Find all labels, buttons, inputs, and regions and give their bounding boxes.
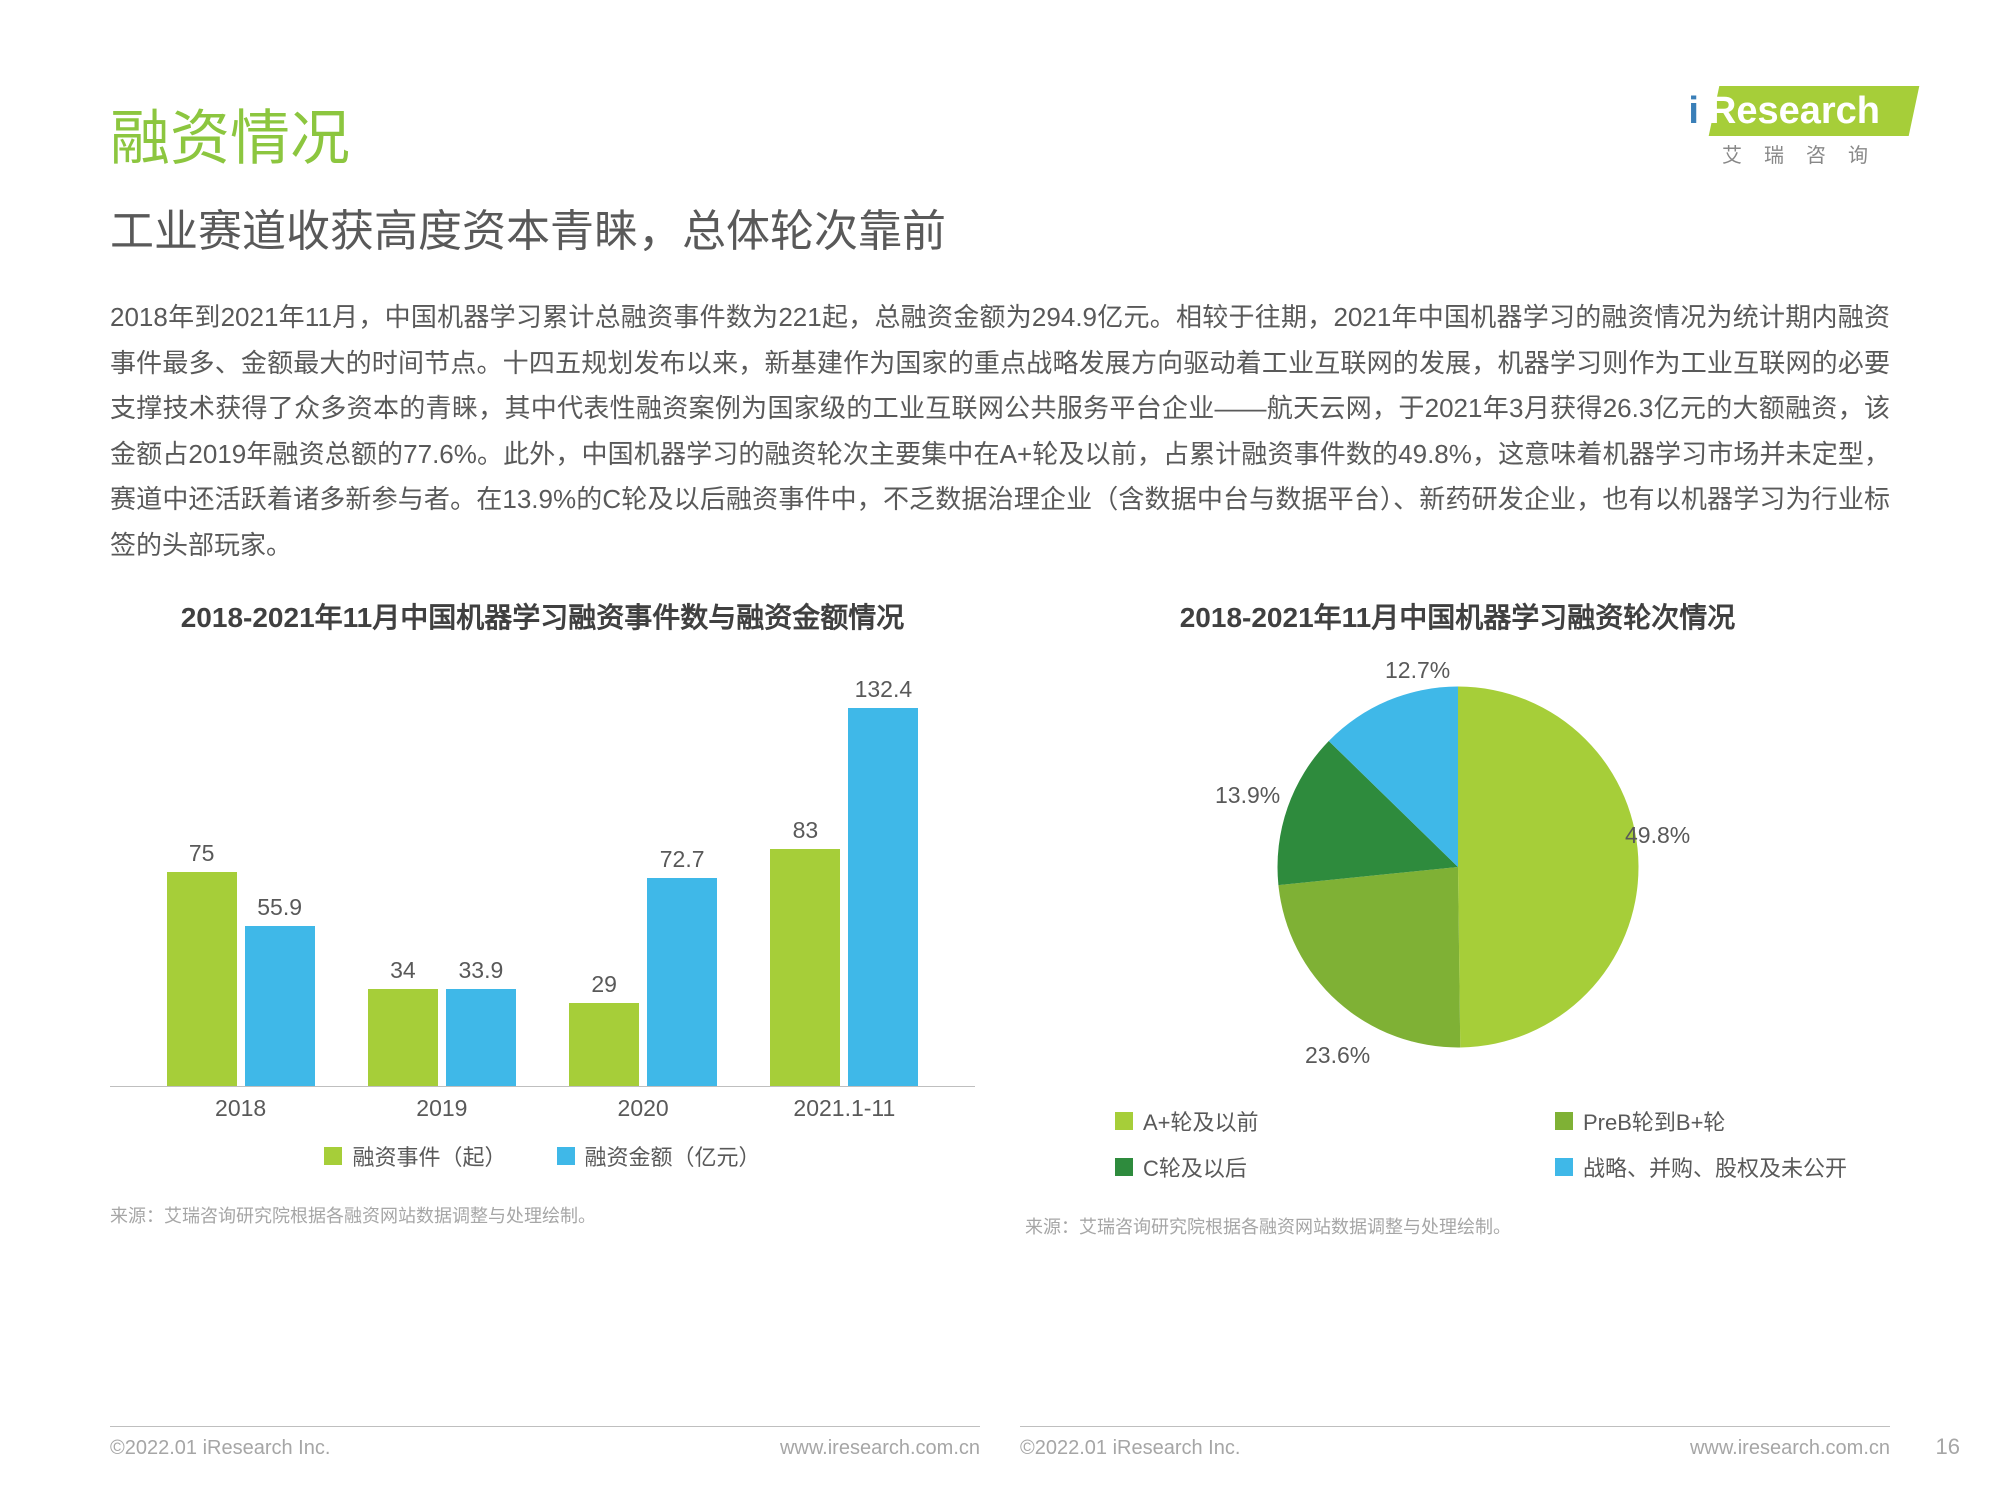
pie-slice-label: 49.8%	[1625, 822, 1690, 849]
x-axis-label: 2021.1-11	[744, 1095, 945, 1122]
logo-research: Research	[1699, 90, 1890, 132]
charts-row: 2018-2021年11月中国机器学习融资事件数与融资金额情况 7555.934…	[110, 598, 1890, 1239]
pie-chart-title: 2018-2021年11月中国机器学习融资轮次情况	[1025, 598, 1890, 637]
legend-item: C轮及以后	[1115, 1151, 1435, 1183]
footer: ©2022.01 iResearch Inc. www.iresearch.co…	[110, 1426, 1890, 1460]
legend-label: PreB轮到B+轮	[1583, 1105, 1725, 1137]
legend-label: 融资事件（起）	[352, 1140, 506, 1172]
bar-group: 2972.7	[543, 878, 744, 1086]
bar-value-label: 29	[591, 971, 617, 998]
footer-copyright: ©2022.01 iResearch Inc.	[110, 1437, 330, 1460]
bar-chart-x-labels: 2018201920202021.1-11	[110, 1087, 975, 1122]
bar-value-label: 34	[390, 957, 416, 984]
footer-copyright: ©2022.01 iResearch Inc.	[1020, 1437, 1240, 1460]
pie-chart-legend: A+轮及以前 PreB轮到B+轮 C轮及以后 战略、并购、股权及未公开	[1025, 1105, 1890, 1183]
legend-label: 战略、并购、股权及未公开	[1583, 1151, 1847, 1183]
bar-value-label: 132.4	[855, 676, 913, 703]
x-axis-label: 2018	[140, 1095, 341, 1122]
bar-chart-source: 来源：艾瑞咨询研究院根据各融资网站数据调整与处理绘制。	[110, 1202, 975, 1228]
bar-chart-area: 7555.93433.92972.783132.4	[110, 647, 975, 1087]
legend-label: C轮及以后	[1143, 1151, 1247, 1183]
legend-item: 融资金额（亿元）	[557, 1140, 761, 1172]
legend-item: A+轮及以前	[1115, 1105, 1435, 1137]
slide: iResearch 艾瑞咨询 融资情况 工业赛道收获高度资本青睐，总体轮次靠前 …	[0, 0, 2000, 1500]
legend-item: 融资事件（起）	[324, 1140, 506, 1172]
page-subtitle: 工业赛道收获高度资本青睐，总体轮次靠前	[110, 195, 1890, 259]
bar-chart-legend: 融资事件（起） 融资金额（亿元）	[110, 1140, 975, 1172]
footer-right: ©2022.01 iResearch Inc. www.iresearch.co…	[1020, 1426, 1890, 1460]
bar: 75	[167, 872, 237, 1086]
pie-slice	[1278, 867, 1460, 1048]
bar-group: 3433.9	[341, 989, 542, 1086]
bar-group: 83132.4	[744, 708, 945, 1086]
legend-swatch	[324, 1147, 342, 1165]
bar-value-label: 75	[189, 840, 215, 867]
pie-slice-label: 23.6%	[1305, 1042, 1370, 1069]
bar-value-label: 83	[793, 817, 819, 844]
bar: 55.9	[245, 926, 315, 1086]
x-axis-label: 2019	[341, 1095, 542, 1122]
bar-value-label: 33.9	[458, 957, 503, 984]
bar: 34	[368, 989, 438, 1086]
legend-swatch	[557, 1147, 575, 1165]
legend-item: PreB轮到B+轮	[1555, 1105, 1875, 1137]
footer-url: www.iresearch.com.cn	[1690, 1437, 1890, 1460]
logo-i: i	[1688, 90, 1699, 132]
legend-swatch	[1115, 1112, 1133, 1130]
pie-slice-label: 12.7%	[1385, 657, 1450, 684]
page-title: 融资情况	[110, 90, 1890, 177]
logo-text: iResearch	[1688, 90, 1890, 132]
logo-block: iResearch 艾瑞咨询	[1688, 90, 1890, 168]
legend-swatch	[1115, 1158, 1133, 1176]
footer-url: www.iresearch.com.cn	[780, 1437, 980, 1460]
bar: 72.7	[647, 878, 717, 1086]
body-paragraph: 2018年到2021年11月，中国机器学习累计总融资事件数为221起，总融资金额…	[110, 295, 1890, 568]
bar: 83	[770, 849, 840, 1086]
logo-mark: iResearch	[1688, 90, 1890, 133]
bar: 29	[569, 1003, 639, 1086]
legend-label: 融资金额（亿元）	[585, 1140, 761, 1172]
footer-left: ©2022.01 iResearch Inc. www.iresearch.co…	[110, 1426, 980, 1460]
bar: 33.9	[446, 989, 516, 1086]
bar-value-label: 72.7	[660, 846, 705, 873]
bar-group: 7555.9	[140, 872, 341, 1086]
page-number: 16	[1936, 1434, 1960, 1460]
pie-slice	[1458, 687, 1639, 1048]
legend-label: A+轮及以前	[1143, 1105, 1259, 1137]
bar: 132.4	[848, 708, 918, 1086]
legend-item: 战略、并购、股权及未公开	[1555, 1151, 1875, 1183]
legend-swatch	[1555, 1112, 1573, 1130]
logo-subtitle: 艾瑞咨询	[1688, 139, 1890, 168]
pie-slice-label: 13.9%	[1215, 782, 1280, 809]
bar-chart: 2018-2021年11月中国机器学习融资事件数与融资金额情况 7555.934…	[110, 598, 975, 1239]
pie-chart-area: 49.8% 23.6% 13.9% 12.7%	[1025, 647, 1890, 1087]
bar-value-label: 55.9	[257, 894, 302, 921]
bar-chart-title: 2018-2021年11月中国机器学习融资事件数与融资金额情况	[110, 598, 975, 637]
pie-chart: 2018-2021年11月中国机器学习融资轮次情况 49.8% 23.6% 13.9…	[1025, 598, 1890, 1239]
pie-svg	[1268, 677, 1648, 1057]
pie-chart-source: 来源：艾瑞咨询研究院根据各融资网站数据调整与处理绘制。	[1025, 1213, 1890, 1239]
legend-swatch	[1555, 1158, 1573, 1176]
x-axis-label: 2020	[543, 1095, 744, 1122]
